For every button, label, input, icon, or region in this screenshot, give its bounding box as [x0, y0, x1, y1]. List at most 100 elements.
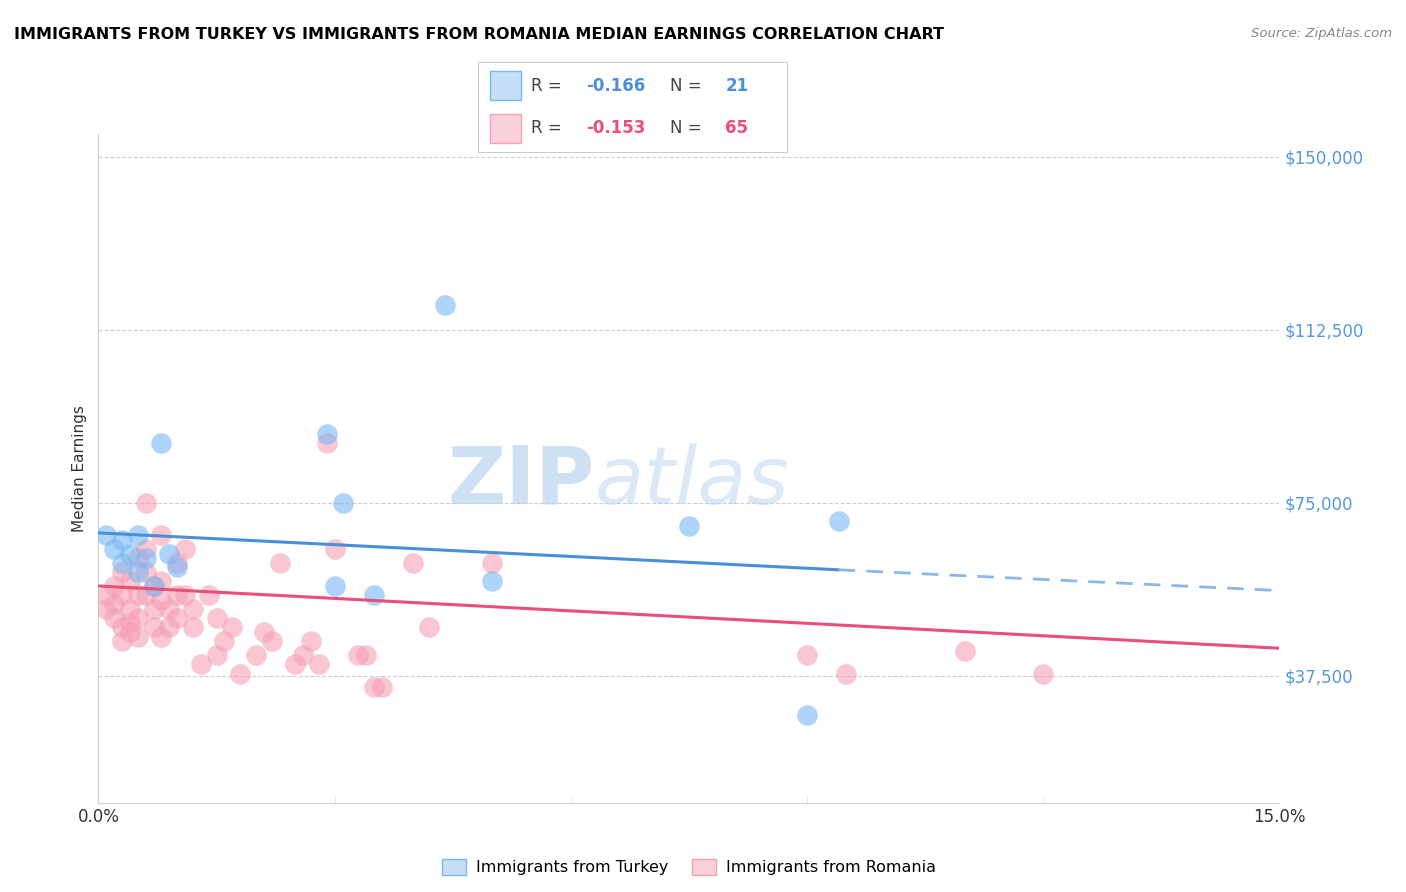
Point — [174, 542, 197, 557]
Point — [103, 542, 125, 557]
Point — [323, 542, 346, 557]
Text: Source: ZipAtlas.com: Source: ZipAtlas.com — [1251, 27, 1392, 40]
Point — [174, 588, 197, 602]
Text: R =: R = — [530, 120, 567, 137]
Point — [229, 666, 252, 681]
Point — [418, 620, 440, 634]
Point — [118, 602, 141, 616]
Point — [481, 556, 503, 570]
Point — [332, 496, 354, 510]
Point — [150, 436, 173, 450]
Point — [269, 556, 291, 570]
Point — [150, 630, 173, 644]
Point — [284, 657, 307, 672]
Point — [190, 657, 212, 672]
Point — [205, 648, 228, 662]
Point — [481, 574, 503, 589]
Text: N =: N = — [669, 77, 707, 95]
Point — [402, 556, 425, 570]
Text: 65: 65 — [725, 120, 748, 137]
Point — [142, 579, 165, 593]
Point — [157, 602, 180, 616]
Text: IMMIGRANTS FROM TURKEY VS IMMIGRANTS FROM ROMANIA MEDIAN EARNINGS CORRELATION CH: IMMIGRANTS FROM TURKEY VS IMMIGRANTS FRO… — [14, 27, 943, 42]
Point — [221, 620, 243, 634]
Point — [135, 542, 157, 557]
Point — [157, 620, 180, 634]
Point — [135, 496, 157, 510]
Point — [197, 588, 219, 602]
Point — [796, 648, 818, 662]
Point — [111, 634, 134, 648]
Point — [135, 565, 157, 579]
Point — [103, 611, 125, 625]
Point — [827, 514, 849, 528]
Point — [205, 611, 228, 625]
Point — [142, 579, 165, 593]
Point — [260, 634, 283, 648]
Point — [127, 551, 149, 566]
Point — [96, 588, 118, 602]
Point — [118, 574, 141, 589]
Point — [678, 519, 700, 533]
Point — [347, 648, 370, 662]
Point — [299, 634, 322, 648]
Point — [835, 666, 858, 681]
Point — [166, 611, 188, 625]
Point — [150, 574, 173, 589]
Point — [127, 565, 149, 579]
Point — [111, 533, 134, 547]
Point — [363, 681, 385, 695]
Point — [118, 625, 141, 640]
Point — [214, 634, 236, 648]
Point — [135, 551, 157, 566]
Point — [166, 560, 188, 574]
Point — [118, 547, 141, 561]
Bar — [491, 114, 522, 143]
Point — [157, 547, 180, 561]
Point — [315, 426, 337, 441]
Point — [111, 620, 134, 634]
Y-axis label: Median Earnings: Median Earnings — [72, 405, 87, 532]
Point — [166, 588, 188, 602]
Point — [118, 615, 141, 630]
Point — [323, 579, 346, 593]
Text: -0.153: -0.153 — [586, 120, 645, 137]
Point — [953, 643, 976, 657]
Point — [150, 592, 173, 607]
Point — [111, 556, 134, 570]
Point — [96, 528, 118, 542]
Point — [103, 579, 125, 593]
Text: ZIP: ZIP — [447, 442, 595, 521]
Point — [127, 588, 149, 602]
Point — [127, 528, 149, 542]
Point — [1032, 666, 1054, 681]
Text: -0.166: -0.166 — [586, 77, 645, 95]
Point — [111, 588, 134, 602]
Point — [142, 602, 165, 616]
Point — [142, 620, 165, 634]
Point — [127, 611, 149, 625]
Point — [363, 588, 385, 602]
Text: N =: N = — [669, 120, 707, 137]
Point — [181, 602, 204, 616]
Point — [96, 602, 118, 616]
Point — [354, 648, 377, 662]
Point — [433, 297, 456, 311]
Point — [135, 588, 157, 602]
Point — [127, 630, 149, 644]
Bar — [491, 71, 522, 100]
Text: 21: 21 — [725, 77, 748, 95]
Point — [253, 625, 276, 640]
Point — [308, 657, 330, 672]
Legend: Immigrants from Turkey, Immigrants from Romania: Immigrants from Turkey, Immigrants from … — [436, 853, 942, 882]
Point — [292, 648, 315, 662]
Point — [315, 436, 337, 450]
Point — [371, 681, 394, 695]
Point — [111, 565, 134, 579]
Point — [796, 708, 818, 723]
Text: atlas: atlas — [595, 442, 789, 521]
Point — [150, 528, 173, 542]
Text: R =: R = — [530, 77, 567, 95]
Point — [181, 620, 204, 634]
Point — [245, 648, 267, 662]
